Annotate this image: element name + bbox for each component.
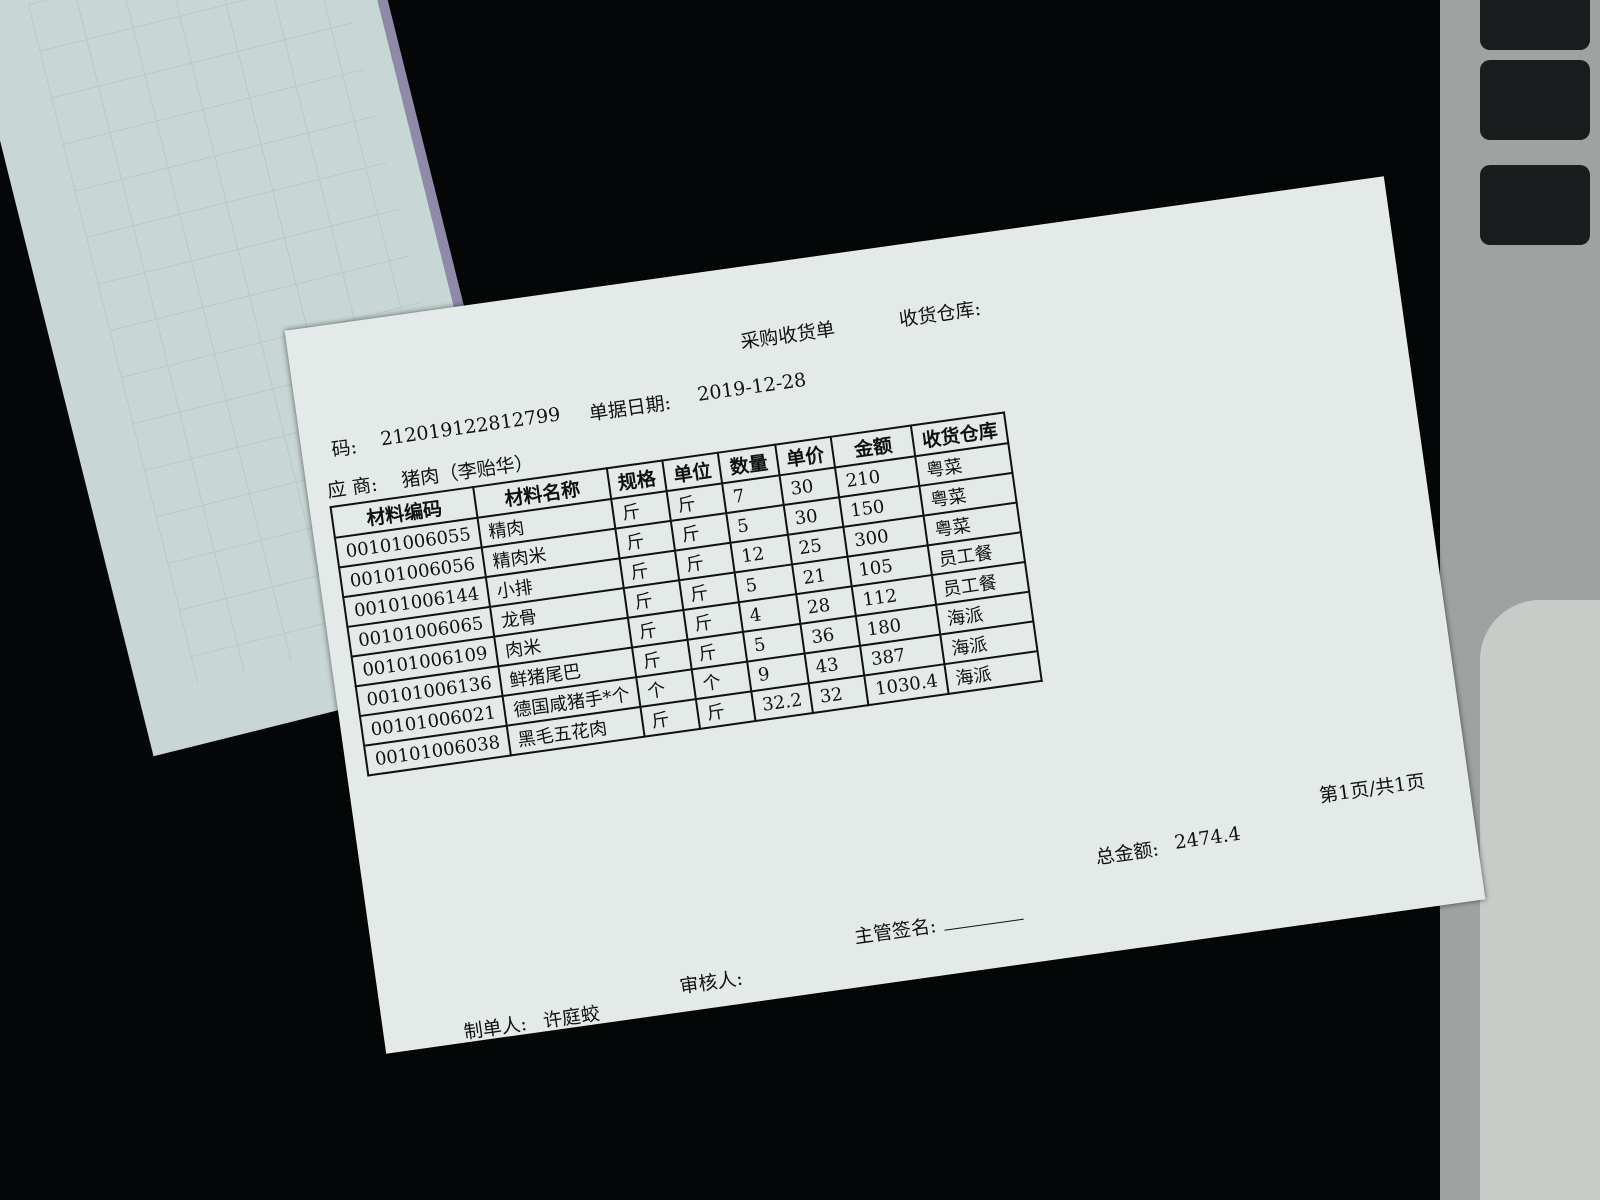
- table-cell: 斤: [640, 699, 701, 737]
- warehouse-label: 收货仓库:: [897, 297, 983, 332]
- calc-key: [1480, 165, 1590, 245]
- maker: 许庭蛟: [541, 1002, 602, 1033]
- reviewer-label: 审核人:: [678, 967, 745, 999]
- number: 212019122812799: [379, 403, 562, 451]
- total: 2474.4: [1173, 822, 1242, 854]
- manager-label-text: 主管签名:: [853, 915, 938, 949]
- calc-rim: [1480, 600, 1600, 1200]
- manager-label: 主管签名:: [852, 899, 1025, 949]
- calc-key: [1480, 60, 1590, 140]
- date-label: 单据日期:: [587, 391, 673, 426]
- maker-label: 制单人:: [462, 1012, 529, 1044]
- total-label: 总金额:: [1094, 838, 1161, 869]
- table-cell: 斤: [695, 691, 756, 729]
- number-label: 码:: [330, 435, 359, 462]
- signature-line: [944, 918, 1025, 931]
- receipt: 采购收货单 收货仓库: 码: 212019122812799 单据日期: 201…: [284, 176, 1486, 1054]
- calculator: [1440, 0, 1600, 1200]
- page-number: 第1页/共1页: [1317, 770, 1427, 808]
- date: 2019-12-28: [696, 368, 808, 406]
- table-cell: 32: [808, 675, 869, 713]
- table-cell: 32.2: [751, 683, 814, 722]
- calc-key: [1480, 0, 1590, 50]
- supplier-label: 应 商:: [325, 473, 379, 503]
- title: 采购收货单: [739, 318, 837, 354]
